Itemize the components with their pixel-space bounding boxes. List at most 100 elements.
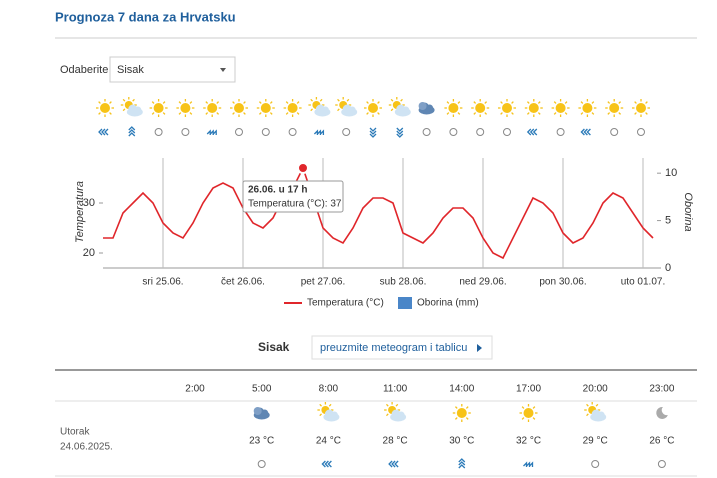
sun-ray: [296, 101, 300, 104]
chevron: [583, 128, 588, 136]
wind-icon: [369, 127, 377, 138]
calm: [235, 128, 243, 136]
tooltip-box: [242, 180, 344, 213]
legend-swatch: [398, 297, 412, 309]
download-button[interactable]: preuzmite meteogram i tablicu: [311, 335, 493, 360]
cloud: [402, 106, 410, 114]
calm: [422, 128, 431, 136]
sun-ray: [645, 101, 648, 104]
sun: [523, 408, 534, 418]
chevron: [321, 460, 326, 468]
weather-icon: [418, 102, 435, 115]
sun-ray: [586, 413, 589, 417]
weather-icon: [388, 97, 411, 117]
sun-ray: [216, 101, 220, 104]
button-box[interactable]: [311, 335, 493, 360]
sun-ray: [377, 101, 380, 104]
temperature-cell: 32 °C: [516, 436, 541, 447]
cloud: [597, 411, 605, 419]
chevron: [396, 127, 404, 132]
sun: [609, 103, 620, 113]
wind-icon: [342, 128, 351, 136]
legend-label: Oborina (mm): [417, 298, 479, 309]
sun: [207, 103, 218, 113]
wind-icon: [503, 128, 511, 136]
sun-ray: [537, 101, 541, 104]
weather-icon: [524, 99, 543, 117]
temperature-cell: 26 °C: [649, 436, 674, 447]
sun-ray: [310, 98, 313, 102]
sun-ray: [162, 101, 166, 104]
sun-ray: [178, 112, 182, 115]
wind-icon: [637, 128, 645, 136]
sun-ray: [319, 403, 322, 407]
weather-icon: [253, 407, 270, 420]
sun-ray: [511, 112, 514, 115]
moon: [656, 406, 668, 419]
x-tick-label: sub 28.06.: [380, 277, 427, 288]
sun-ray: [346, 98, 350, 102]
sun-ray: [645, 112, 648, 115]
wind-icon: [422, 128, 431, 136]
weather-icon: [283, 99, 302, 117]
time-header: 23:00: [649, 384, 674, 395]
highlight-point: [297, 162, 309, 174]
sun: [100, 103, 110, 113]
calm: [657, 460, 666, 468]
time-header: 11:00: [383, 384, 408, 395]
sun-ray: [500, 112, 503, 115]
sun: [260, 103, 271, 113]
weather-icon: [317, 402, 340, 422]
sun-ray: [526, 101, 530, 104]
sun-ray: [205, 112, 209, 115]
sun-ray: [400, 98, 403, 102]
calm: [610, 128, 619, 136]
chevron: [526, 128, 532, 136]
sun-ray: [243, 112, 246, 115]
sun-ray: [484, 101, 488, 104]
sun-ray: [607, 112, 611, 115]
temperature-cell: 30 °C: [449, 436, 474, 447]
chevron: [529, 128, 535, 136]
weather-icon: [632, 99, 650, 117]
sun: [456, 408, 467, 418]
weather-icon: [605, 99, 624, 117]
sun-ray: [580, 112, 584, 115]
sun-ray: [122, 108, 126, 112]
sun-ray: [564, 101, 568, 104]
sun-ray: [521, 406, 525, 409]
sun-ray: [269, 112, 273, 115]
chevron: [391, 460, 396, 468]
y2-tick-label: 5: [665, 214, 671, 226]
weather-icon: [656, 406, 668, 419]
sun: [636, 103, 646, 113]
tooltip-text: Temperatura (°C): 37: [248, 199, 342, 210]
button-label[interactable]: preuzmite meteogram i tablicu: [320, 342, 467, 354]
sun-ray: [484, 112, 488, 115]
chevron: [580, 128, 585, 136]
sun-ray: [580, 101, 584, 104]
chevron: [396, 133, 404, 138]
time-header: 2:00: [185, 384, 205, 395]
wind-icon: [526, 128, 538, 136]
select-value[interactable]: Sisak: [117, 64, 144, 76]
time-header: 17:00: [516, 384, 541, 395]
weather-icon: [149, 99, 168, 117]
weather-icon: [203, 99, 222, 117]
weather-icon: [578, 99, 597, 117]
weather-icon: [364, 99, 382, 117]
select-box[interactable]: [109, 56, 236, 83]
weather-icon: [230, 99, 248, 117]
sun-ray: [319, 98, 323, 102]
sun-ray: [454, 406, 458, 409]
chevron: [532, 128, 538, 136]
sun-ray: [454, 417, 458, 420]
location-select[interactable]: Sisak: [109, 56, 236, 83]
sun-ray: [366, 112, 369, 115]
sun: [448, 103, 459, 113]
time-header: 8:00: [319, 384, 339, 395]
sun-ray: [446, 112, 450, 115]
sun-ray: [457, 101, 461, 104]
chevron: [388, 460, 393, 468]
